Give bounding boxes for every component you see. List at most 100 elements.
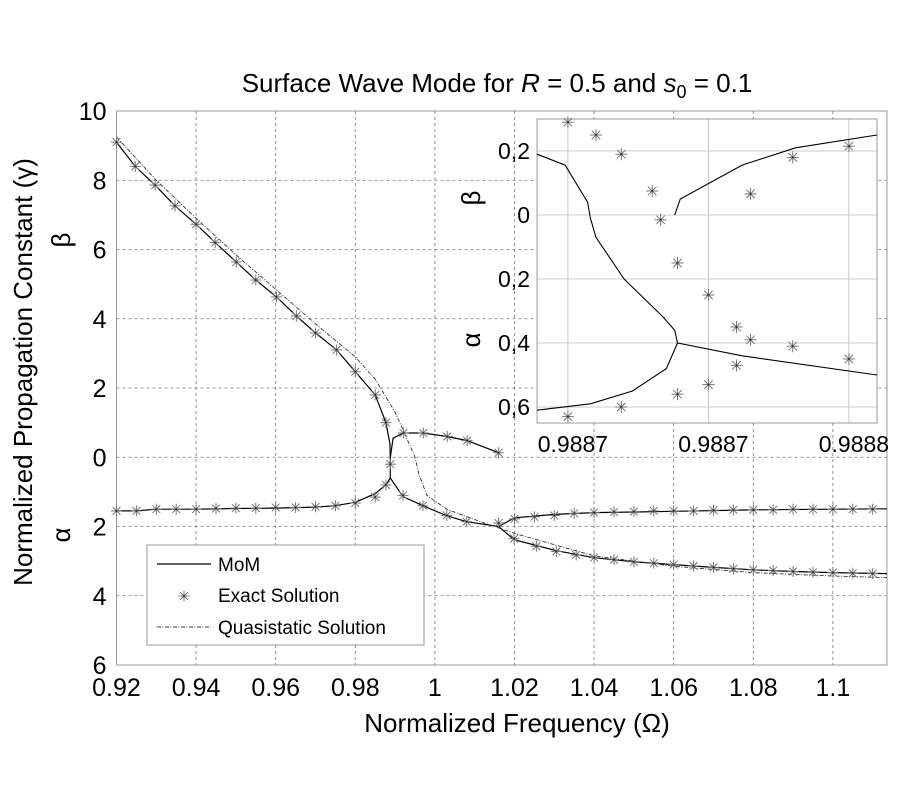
x-tick-label: 0.94 <box>172 674 221 702</box>
exact-solution-marker <box>309 327 321 339</box>
exact-solution-marker <box>648 557 660 569</box>
exact-solution-marker <box>787 503 799 515</box>
x-axis-label: Normalized Frequency (Ω) <box>364 708 670 738</box>
exact-solution-marker <box>230 502 242 514</box>
exact-solution-marker <box>648 505 660 517</box>
exact-solution-marker <box>349 366 361 378</box>
y-axis-label-alpha: α <box>46 527 76 542</box>
exact-solution-marker <box>349 497 361 509</box>
title-var-r: R <box>521 68 540 98</box>
inset-exact-marker <box>615 148 628 161</box>
exact-solution-marker <box>417 427 429 439</box>
exact-solution-marker <box>668 559 680 571</box>
exact-solution-marker <box>461 516 473 528</box>
title-sub-0: 0 <box>676 82 686 102</box>
quasistatic-line <box>116 136 888 579</box>
exact-solution-marker <box>130 505 142 517</box>
exact-solution-marker <box>608 506 620 518</box>
legend-quasistatic-label: Quasistatic Solution <box>218 618 386 639</box>
title-var-s: s <box>663 68 676 98</box>
y-tick-label: 2 <box>93 375 107 403</box>
exact-solution-marker <box>688 560 700 572</box>
title-prefix: Surface Wave Mode for <box>242 68 521 98</box>
exact-solution-marker <box>150 503 162 515</box>
exact-solution-marker <box>668 505 680 517</box>
x-tick-label: 1.06 <box>649 674 698 702</box>
inset-exact-marker <box>730 359 743 372</box>
exact-solution-marker <box>111 136 122 148</box>
exact-solution-marker <box>867 503 879 515</box>
inset-exact-marker <box>786 340 799 353</box>
inset-x-tick-label: 0.9887 <box>678 431 748 457</box>
x-tick-label: 1.04 <box>570 674 619 702</box>
inset-exact-marker <box>786 151 799 164</box>
y-tick-label: 2 <box>93 514 107 542</box>
exact-solution-marker <box>628 506 640 518</box>
inset-exact-marker <box>842 140 855 153</box>
exact-solution-marker <box>827 503 839 515</box>
legend-box <box>146 544 425 646</box>
exact-solution-marker <box>493 517 505 529</box>
x-tick-label: 0.92 <box>92 674 141 702</box>
inset-x-tick-label: 0.9887 <box>538 431 608 457</box>
exact-solution-marker <box>588 552 600 564</box>
inset-exact-marker <box>561 116 574 129</box>
inset-x-tick-label: 0.9888 <box>819 431 889 457</box>
exact-solution-marker <box>397 427 409 439</box>
exact-solution-marker <box>270 291 282 303</box>
exact-solution-marker <box>384 458 396 470</box>
main-series <box>111 136 888 580</box>
inset-exact-marker <box>744 333 757 346</box>
exact-solution-marker <box>290 310 302 322</box>
exact-solution-marker <box>530 540 542 552</box>
exact-solution-marker <box>807 503 819 515</box>
exact-solution-marker <box>747 564 759 576</box>
legend-star-glyph <box>178 590 190 602</box>
exact-solution-marker <box>707 504 719 516</box>
chart-title: Surface Wave Mode for R = 0.5 and s0 = 0… <box>242 68 753 102</box>
exact-solution-marker <box>767 504 779 516</box>
y-tick-label: 4 <box>93 583 107 611</box>
inset-exact-marker <box>646 185 659 197</box>
inset-exact-marker <box>842 353 855 365</box>
exact-solution-marker <box>190 218 202 230</box>
inset-mom-line <box>536 153 679 344</box>
exact-solution-marker <box>867 568 879 580</box>
inset-series <box>536 116 878 423</box>
exact-solution-marker <box>688 505 700 517</box>
inset-y-tick-label: 0,2 <box>498 138 530 164</box>
inset-exact-marker <box>702 289 715 301</box>
exact-solution-marker <box>210 502 222 514</box>
y-tick-label: 10 <box>79 98 107 126</box>
inset-mom-line <box>674 134 878 216</box>
x-tick-label: 1.02 <box>490 674 539 702</box>
legend-exact-label: Exact Solution <box>218 586 339 607</box>
exact-solution-marker <box>568 507 580 519</box>
exact-solution-marker <box>209 237 221 249</box>
exact-solution-marker <box>190 503 202 515</box>
exact-solution-marker <box>397 489 409 501</box>
exact-solution-marker <box>847 567 859 579</box>
exact-solution-marker <box>111 505 122 517</box>
y-tick-label: 8 <box>93 167 107 195</box>
exact-solution-marker <box>707 561 719 573</box>
inset-exact-marker <box>744 187 757 200</box>
y-axis-label: Normalized Propagation Constant (γ) <box>8 158 38 586</box>
legend-mom-label: MoM <box>218 555 260 576</box>
exact-solution-marker <box>250 274 262 286</box>
exact-solution-marker <box>380 479 392 491</box>
y-tick-label: 4 <box>93 306 107 334</box>
inset-mom-line <box>536 342 679 411</box>
exact-solution-marker <box>747 504 759 516</box>
exact-solution-marker <box>787 566 799 578</box>
exact-solution-marker <box>767 564 779 576</box>
exact-solution-marker <box>250 502 262 514</box>
exact-solution-marker <box>290 501 302 513</box>
y-tick-label: 6 <box>93 237 107 265</box>
inset-exact-marker <box>702 378 715 391</box>
inset-y-label-beta: β <box>456 191 486 206</box>
exact-solution-marker <box>309 501 321 513</box>
inset-y-label-alpha: α <box>456 332 486 347</box>
main-ticks: 0.92 0.94 0.96 0.98 1 1.02 1.04 1.06 1.08 1.1 10 8 6… <box>79 98 851 702</box>
exact-solution-marker <box>169 200 181 212</box>
